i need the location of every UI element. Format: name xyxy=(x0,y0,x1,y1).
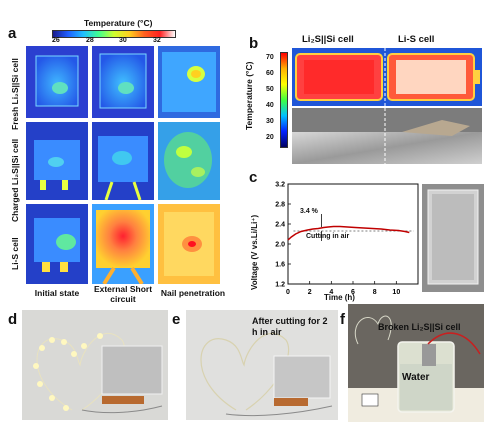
x-tick-label-1: 2 xyxy=(308,289,312,296)
thermal-fresh-short xyxy=(92,46,154,118)
voltage-chart: 0 2 4 6 8 10 1.2 1.6 2.0 2.4 2.8 3.2 xyxy=(275,182,419,296)
panel-b-left-title: Li₂S||Si cell xyxy=(302,34,354,45)
panel-b-ylabel: Temperature (°C) xyxy=(244,61,254,130)
panel-e-photo xyxy=(186,310,338,420)
thermal-fresh-initial xyxy=(26,46,88,118)
panel-a-colorbar xyxy=(52,30,176,38)
panel-c-ylabel: Voltage (V vs.Li/Li⁺) xyxy=(250,214,259,290)
panel-b-label: b xyxy=(249,35,259,52)
col-label-short: External Short circuit xyxy=(93,284,153,304)
y-tick-label-4: 2.8 xyxy=(275,202,285,209)
row-label-lis: Li-S cell xyxy=(10,237,20,270)
panel-b-photo xyxy=(292,108,482,164)
panel-f-label: f xyxy=(340,311,345,328)
panel-e-label: e xyxy=(172,311,181,328)
y-tick-label-3: 2.4 xyxy=(275,222,285,229)
voltage-series-line xyxy=(287,225,410,241)
panel-a-label: a xyxy=(8,25,17,42)
panel-b-colorbar xyxy=(280,52,288,148)
y-tick-label-0: 1.2 xyxy=(275,282,285,289)
panel-c-photo xyxy=(422,184,484,292)
panel-c-cut-annotation: Cutting in air xyxy=(306,233,350,240)
panel-c-pct-annotation: 3.4 % xyxy=(300,208,318,215)
x-tick-label-2: 4 xyxy=(329,289,333,296)
thermal-lis-nail xyxy=(158,204,220,284)
thermal-charged-short xyxy=(92,122,154,200)
y-tick-label-1: 1.6 xyxy=(275,262,285,269)
panel-b-right-title: Li-S cell xyxy=(398,34,435,45)
panel-f-caption: Broken Li₂S||Si cell xyxy=(378,322,461,332)
y-tick-label-5: 3.2 xyxy=(275,182,285,189)
panel-e-caption: After cutting for 2 h in air xyxy=(252,316,328,337)
colorbar-b-tick-0: 70 xyxy=(266,54,274,61)
panel-f-photo xyxy=(348,304,484,422)
panel-b-thermal-image xyxy=(292,48,482,106)
thermal-charged-initial xyxy=(26,122,88,200)
colorbar-b-tick-4: 30 xyxy=(266,118,274,125)
colorbar-a-tick-1: 28 xyxy=(86,37,94,44)
thermal-lis-initial xyxy=(26,204,88,284)
x-tick-label-0: 0 xyxy=(286,289,290,296)
panel-a-colorbar-title: Temperature (°C) xyxy=(84,18,153,28)
panel-d-label: d xyxy=(8,311,18,328)
colorbar-b-tick-3: 40 xyxy=(266,102,274,109)
colorbar-b-tick-1: 60 xyxy=(266,70,274,77)
row-label-charged: Charged Li₂S||Si cell xyxy=(10,138,20,222)
thermal-lis-short xyxy=(92,204,154,284)
col-label-initial: Initial state xyxy=(34,288,80,298)
row-label-fresh: Fresh Li₂S||Si cell xyxy=(10,58,20,130)
panel-d-photo xyxy=(22,310,168,420)
thermal-charged-nail xyxy=(158,122,220,200)
y-tick-label-2: 2.0 xyxy=(275,242,285,249)
col-label-nail: Nail penetration xyxy=(160,288,226,298)
x-tick-label-4: 8 xyxy=(373,289,377,296)
colorbar-b-tick-2: 50 xyxy=(266,86,274,93)
panel-f-water-label: Water xyxy=(402,372,430,383)
x-tick-label-5: 10 xyxy=(392,289,400,296)
colorbar-b-tick-5: 20 xyxy=(266,134,274,141)
panel-c-label: c xyxy=(249,169,258,186)
x-tick-label-3: 6 xyxy=(351,289,355,296)
colorbar-a-tick-3: 32 xyxy=(153,37,161,44)
thermal-fresh-nail xyxy=(158,46,220,118)
colorbar-a-tick-2: 30 xyxy=(119,37,127,44)
colorbar-a-tick-0: 26 xyxy=(52,37,60,44)
panel-c-xlabel: Time (h) xyxy=(324,293,355,302)
